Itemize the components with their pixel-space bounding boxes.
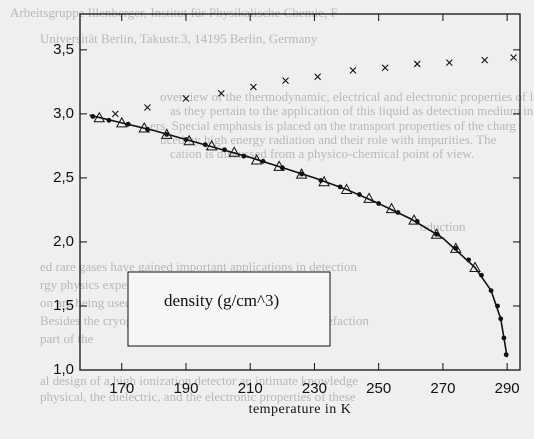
cross-point (481, 56, 489, 64)
cross-point (182, 95, 190, 102)
triangle-point (469, 261, 481, 273)
x-tick-label: 230 (302, 380, 327, 397)
dot-point (183, 137, 189, 142)
x-tick-label: 170 (109, 380, 134, 397)
dot-point (90, 114, 96, 119)
dot-point (357, 192, 362, 197)
background-line: cation is discussed from a physico-chemi… (170, 146, 474, 161)
dot-point (318, 178, 324, 183)
x-tick-label: 250 (366, 380, 391, 397)
triangle-point (250, 153, 263, 165)
x-tick-label: 210 (238, 380, 263, 397)
dot-point (145, 126, 150, 132)
triangle-point (295, 168, 308, 179)
x-tick-label: 270 (430, 380, 455, 397)
dot-point (503, 352, 509, 358)
cross-point (314, 73, 322, 81)
dot-point (495, 303, 500, 309)
y-tick-label: 1,5 (53, 297, 74, 314)
dot-point (202, 142, 208, 148)
y-tick-label: 3,0 (53, 105, 74, 122)
triangle-point (160, 128, 173, 139)
triangle-point (363, 192, 375, 203)
cross-point (381, 64, 389, 72)
x-axis-label: temperature in K (249, 402, 352, 417)
cross-point (282, 77, 289, 84)
triangle-point (228, 146, 241, 157)
dot-point (106, 117, 112, 123)
y-tick-label: 1,0 (53, 361, 74, 378)
dot-point (488, 288, 494, 294)
dot-point (498, 316, 504, 322)
dot-point (479, 272, 484, 278)
background-line: physical, the dielectric, and the electr… (40, 389, 356, 404)
y-tick-label: 3,5 (53, 41, 74, 58)
background-line: oduction (420, 219, 466, 234)
dot-point (299, 171, 305, 177)
cross-point (445, 59, 453, 67)
background-line: Arbeitsgruppe Illenberger, Institut für … (10, 5, 338, 20)
cross-point (349, 66, 357, 74)
background-line: Universität Berlin, Takustr.3, 14195 Ber… (40, 31, 318, 46)
dot-point (260, 158, 266, 164)
x-tick-label: 290 (495, 380, 520, 397)
dot-point (125, 121, 131, 127)
y-tick-label: 2,5 (53, 169, 74, 186)
cross-point (250, 83, 257, 91)
triangle-point (115, 116, 128, 128)
triangle-point (449, 242, 462, 253)
dot-point (376, 201, 382, 206)
triangle-point (430, 228, 443, 239)
dot-point (222, 147, 227, 153)
cross-point (111, 110, 119, 118)
dot-point (279, 165, 285, 171)
triangle-point (385, 202, 398, 214)
dot-point (453, 245, 459, 251)
background-line: part of the (40, 331, 94, 346)
background-line: uced by high energy radiation and their … (160, 132, 497, 147)
dot-point (414, 219, 420, 224)
cross-point (217, 90, 225, 97)
dot-point (164, 131, 170, 137)
dot-point (337, 184, 343, 190)
inset-label: density (g/cm^3) (164, 291, 279, 310)
triangle-point (340, 183, 353, 194)
plot-frame (79, 13, 521, 371)
background-line: ers. Special emphasis is placed on the t… (150, 118, 516, 133)
background-line: overview of the thermodynamic, electrica… (160, 89, 534, 104)
cross-point (144, 104, 151, 111)
legend (127, 271, 331, 347)
x-tick-label: 190 (173, 380, 198, 397)
y-tick-label: 2,0 (53, 233, 74, 250)
cross-point (510, 54, 517, 61)
background-line: al design of a high ionization detector … (40, 373, 358, 388)
background-line: as they pertain to the application of th… (170, 103, 534, 118)
dot-point (395, 210, 401, 215)
triangle-point (205, 139, 218, 151)
cross-point (413, 60, 421, 68)
dot-point (501, 335, 507, 341)
dot-point (241, 153, 247, 159)
background-line: ed rare gases have gained important appl… (40, 259, 357, 274)
triangle-point (93, 111, 106, 123)
dot-point (434, 231, 439, 237)
dot-point (466, 257, 472, 263)
